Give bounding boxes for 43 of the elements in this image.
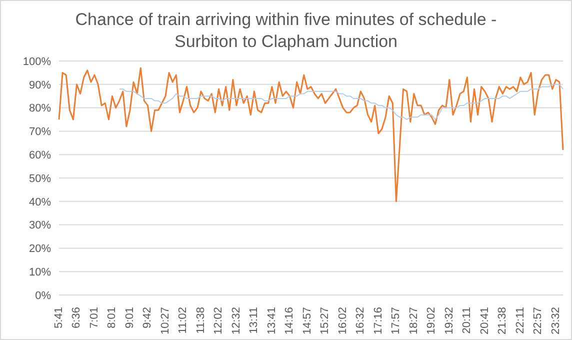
- y-tick-label: 10%: [28, 266, 52, 279]
- x-tick-label: 11:38: [194, 307, 207, 334]
- y-tick-label: 20%: [28, 243, 52, 256]
- y-tick-label: 100%: [22, 56, 52, 68]
- x-tick-label: 17:16: [372, 307, 384, 335]
- x-tick-label: 13:11: [248, 307, 260, 334]
- x-tick-label: 8:01: [106, 307, 118, 328]
- x-tick-label: 9:01: [124, 307, 136, 328]
- y-tick-label: 0%: [35, 290, 52, 302]
- x-tick-label: 13:41: [266, 307, 278, 335]
- x-tick-label: 11:02: [177, 307, 190, 334]
- y-tick-label: 40%: [28, 196, 52, 208]
- y-tick-label: 70%: [28, 126, 52, 138]
- x-tick-label: 14:57: [301, 307, 314, 335]
- x-tick-label: 7:01: [88, 307, 100, 328]
- x-tick-label: 20:41: [478, 307, 491, 335]
- x-tick-label: 6:36: [70, 307, 83, 328]
- y-tick-label: 30%: [28, 220, 52, 232]
- y-tick-label: 80%: [28, 102, 52, 115]
- x-tick-label: 22:11: [514, 307, 526, 334]
- x-tick-label: 21:38: [496, 307, 509, 335]
- line-series: [118, 84, 564, 120]
- x-tick-label: 18:27: [408, 307, 420, 335]
- line-series: [58, 67, 564, 202]
- x-tick-label: 9:42: [142, 307, 154, 328]
- x-tick-label: 14:16: [284, 307, 296, 335]
- x-tick-label: 20:11: [461, 307, 474, 334]
- x-tick-label: 16:32: [354, 307, 367, 335]
- y-tick-label: 50%: [28, 172, 52, 185]
- x-tick-label: 15:27: [319, 307, 332, 335]
- x-tick-label: 19:02: [426, 307, 438, 335]
- x-tick-label: 17:57: [390, 307, 402, 335]
- x-tick-label: 12:32: [230, 307, 242, 335]
- x-tick-label: 19:32: [443, 307, 456, 335]
- y-tick-label: 90%: [28, 79, 52, 92]
- x-tick-label: 16:02: [336, 307, 349, 335]
- y-tick-label: 60%: [28, 150, 52, 162]
- x-tick-label: 5:41: [53, 307, 65, 328]
- chart-title: Chance of train arriving within five minutes of schedule - Surbiton to Clapham Junction: [74, 9, 498, 53]
- x-tick-label: 12:02: [212, 307, 225, 335]
- x-tick-label: 10:27: [159, 307, 172, 335]
- x-tick-label: 23:32: [550, 307, 562, 335]
- x-tick-label: 22:57: [532, 307, 544, 335]
